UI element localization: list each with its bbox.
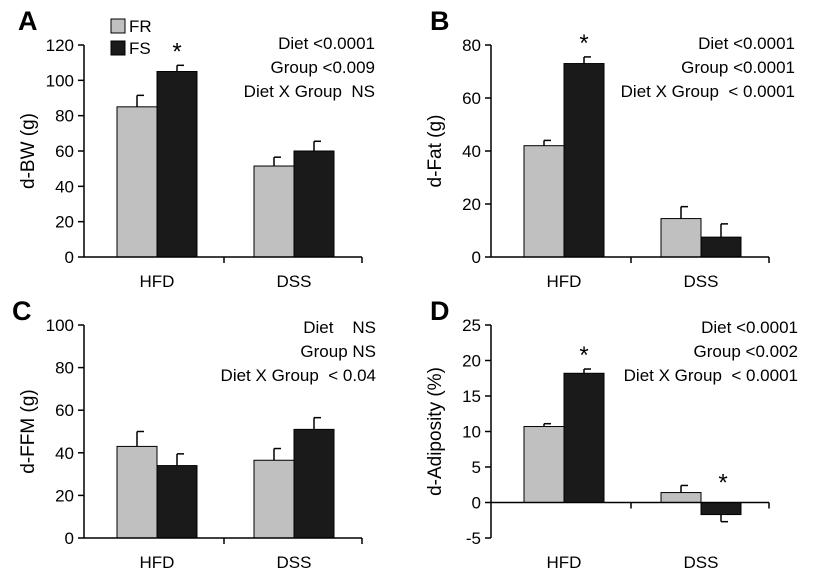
bar-fr-hfd bbox=[523, 426, 565, 503]
y-tick-label: 0 bbox=[65, 248, 74, 267]
y-axis-label: d-FFM (g) bbox=[18, 389, 39, 473]
y-tick-label: 5 bbox=[472, 458, 481, 477]
bar-fr-dss bbox=[253, 165, 295, 258]
y-tick-label: 80 bbox=[55, 359, 74, 378]
panel-b: B 0 20 40 60 80 HFD DSS d-Fat (g) Diet <0.0001 Gro… bbox=[425, 6, 795, 291]
significance-star: * bbox=[172, 38, 181, 65]
category-label: HFD bbox=[547, 272, 582, 291]
legend-label: FS bbox=[129, 39, 151, 58]
category-label: DSS bbox=[277, 272, 312, 291]
stats-annotation: Diet X Group < 0.04 bbox=[221, 366, 376, 385]
y-tick-label: 0 bbox=[472, 494, 481, 513]
y-tick-label: 60 bbox=[462, 89, 481, 108]
legend-label: FR bbox=[129, 17, 152, 36]
bar-fs-dss bbox=[700, 502, 742, 516]
panel-a: A 0 20 40 60 80 100 120 HFD DSS d-BW (g) Diet <0.00… bbox=[18, 6, 375, 291]
stats-annotation: Group <0.002 bbox=[694, 342, 798, 361]
legend-swatch-fs bbox=[110, 40, 126, 56]
significance-star: * bbox=[579, 342, 588, 369]
y-tick-label: 100 bbox=[46, 316, 74, 335]
y-tick-label: 120 bbox=[46, 36, 74, 55]
stats-annotation: Diet X Group NS bbox=[244, 82, 375, 101]
y-tick-label: 20 bbox=[462, 352, 481, 371]
bar-fs-hfd bbox=[156, 465, 198, 539]
panel-label: B bbox=[430, 6, 450, 36]
bar-fs-dss bbox=[293, 150, 335, 258]
legend: FR FS bbox=[110, 17, 152, 58]
category-label: DSS bbox=[277, 553, 312, 572]
stats-annotation: Group <0.0001 bbox=[681, 58, 795, 77]
y-axis-label: d-Fat (g) bbox=[425, 115, 446, 188]
y-tick-label: 25 bbox=[462, 316, 481, 335]
category-label: HFD bbox=[140, 553, 175, 572]
stats-annotation: Diet X Group < 0.0001 bbox=[621, 82, 795, 101]
y-tick-label: 20 bbox=[55, 213, 74, 232]
y-tick-label: 20 bbox=[462, 195, 481, 214]
y-axis-label: d-Adiposity (%) bbox=[425, 367, 446, 496]
legend-swatch-fr bbox=[110, 18, 126, 34]
y-tick-label: 40 bbox=[462, 142, 481, 161]
stats-annotation: Diet <0.0001 bbox=[278, 34, 375, 53]
significance-star: * bbox=[579, 30, 588, 57]
category-label: DSS bbox=[684, 272, 719, 291]
bar-fr-dss bbox=[660, 218, 702, 258]
panel-label: A bbox=[18, 6, 38, 36]
y-tick-label: 60 bbox=[55, 142, 74, 161]
stats-annotation: Diet NS bbox=[303, 318, 376, 337]
y-tick-label: 80 bbox=[462, 36, 481, 55]
bar-fr-dss bbox=[253, 459, 295, 539]
y-tick-label: 100 bbox=[46, 71, 74, 90]
y-tick-label: 15 bbox=[462, 387, 481, 406]
category-label: HFD bbox=[547, 553, 582, 572]
category-label: HFD bbox=[140, 272, 175, 291]
y-tick-label: 40 bbox=[55, 444, 74, 463]
y-tick-label: -5 bbox=[466, 529, 481, 548]
y-tick-label: 0 bbox=[472, 248, 481, 267]
category-label: DSS bbox=[684, 553, 719, 572]
panel-d: D -5 0 5 10 15 20 25 HFD DSS d-Adiposity (%) Diet <… bbox=[425, 296, 798, 572]
bar-fs-hfd bbox=[563, 63, 605, 258]
panel-c: C 0 20 40 60 80 100 HFD DSS d-FFM (g) Diet NS Group… bbox=[12, 296, 376, 572]
bar-fs-dss bbox=[293, 428, 335, 539]
y-axis-label: d-BW (g) bbox=[18, 113, 39, 189]
stats-annotation: Diet <0.0001 bbox=[698, 34, 795, 53]
stats-annotation: Diet <0.0001 bbox=[701, 318, 798, 337]
bar-fs-dss bbox=[700, 236, 742, 258]
y-tick-label: 60 bbox=[55, 401, 74, 420]
bar-fs-hfd bbox=[156, 71, 198, 258]
y-tick-label: 20 bbox=[55, 486, 74, 505]
bar-fr-dss bbox=[660, 492, 702, 503]
y-tick-label: 40 bbox=[55, 177, 74, 196]
panel-label: D bbox=[430, 296, 450, 326]
stats-annotation: Diet X Group < 0.0001 bbox=[624, 366, 798, 385]
panel-label: C bbox=[12, 296, 32, 326]
bar-fr-hfd bbox=[116, 445, 158, 539]
bar-fr-hfd bbox=[523, 145, 565, 258]
stats-annotation: Group NS bbox=[300, 342, 376, 361]
stats-annotation: Group <0.009 bbox=[271, 58, 375, 77]
bar-fr-hfd bbox=[116, 106, 158, 258]
y-tick-label: 0 bbox=[65, 529, 74, 548]
y-tick-label: 10 bbox=[462, 423, 481, 442]
significance-star: * bbox=[718, 470, 727, 497]
y-tick-label: 80 bbox=[55, 107, 74, 126]
bar-fs-hfd bbox=[563, 372, 605, 503]
